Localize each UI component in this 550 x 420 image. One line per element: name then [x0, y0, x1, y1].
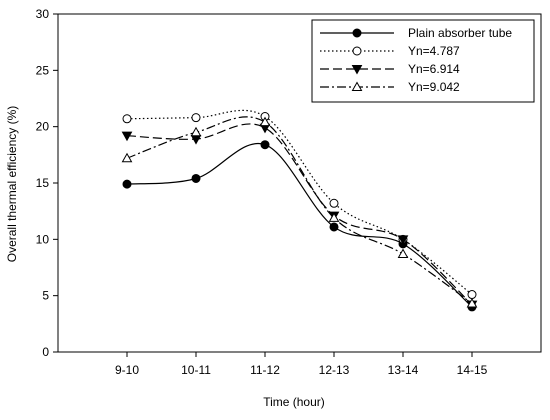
series-layer	[121, 109, 478, 312]
series-line	[126, 109, 473, 296]
y-tick-label: 15	[36, 176, 50, 190]
data-point	[122, 114, 132, 124]
y-tick-label: 10	[36, 232, 50, 246]
legend-marker	[352, 28, 362, 38]
series-line	[126, 116, 473, 305]
data-point	[467, 290, 477, 300]
series-4	[121, 116, 478, 308]
y-tick-label: 30	[36, 7, 50, 21]
series-1	[122, 140, 477, 312]
legend-entry: Yn=6.914	[320, 62, 460, 76]
data-point	[191, 113, 201, 123]
legend-box	[311, 19, 535, 103]
series-3	[121, 123, 478, 311]
y-tick-label: 5	[42, 289, 49, 303]
series-line	[126, 123, 473, 306]
x-tick-label: 9-10	[115, 363, 139, 377]
axes-layer: 0 5 10 15 20 25 30 9-10 10-11 11-12 12-13 13-14 14-1…	[36, 7, 542, 377]
data-point	[329, 198, 339, 208]
x-axis-title: Time (hour)	[263, 395, 325, 409]
legend-marker	[351, 81, 363, 91]
data-point	[191, 173, 201, 183]
data-point	[190, 126, 202, 137]
data-point	[122, 179, 132, 189]
data-point	[121, 131, 133, 142]
data-point	[328, 212, 340, 222]
x-tick-label: 13-14	[388, 363, 419, 377]
data-point	[121, 152, 133, 163]
legend: Plain absorber tube Yn=4.787 Yn=6.914 Yn=9.…	[311, 19, 535, 103]
x-tick-label: 11-12	[250, 363, 280, 377]
data-point	[260, 140, 270, 150]
data-point	[259, 116, 271, 127]
y-tick-label: 20	[36, 120, 50, 134]
data-point	[329, 222, 339, 232]
series-2	[122, 109, 477, 300]
x-tick-label: 12-13	[319, 363, 350, 377]
y-tick-label: 0	[42, 345, 49, 359]
legend-entry: Plain absorber tube	[320, 26, 512, 40]
legend-marker	[351, 65, 363, 75]
x-tick-label: 10-11	[181, 363, 211, 377]
x-tick-label: 14-15	[457, 363, 488, 377]
data-point	[466, 298, 478, 308]
legend-entry: Yn=9.042	[320, 80, 460, 94]
legend-label: Yn=4.787	[408, 44, 460, 58]
legend-marker	[352, 46, 362, 56]
legend-label: Yn=9.042	[408, 80, 460, 94]
data-point	[397, 235, 409, 245]
legend-label: Yn=6.914	[408, 62, 460, 76]
legend-entry: Yn=4.787	[320, 44, 460, 58]
data-point	[397, 248, 409, 258]
legend-label: Plain absorber tube	[408, 26, 512, 40]
y-axis-title: Overall thermal efficiency (%)	[5, 106, 19, 263]
y-tick-label: 25	[36, 63, 50, 77]
